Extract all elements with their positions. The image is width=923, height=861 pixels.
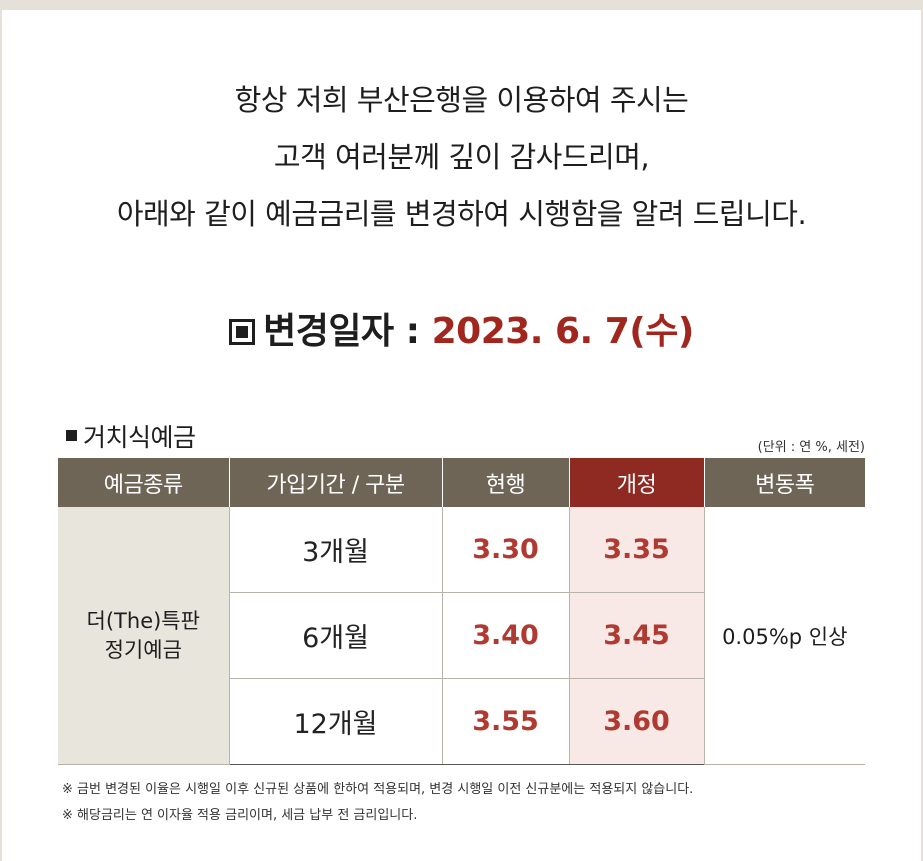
current-rate-cell: 3.30 [442, 507, 570, 593]
change-date-value: 2023. 6. 7(수) [431, 311, 695, 352]
unit-note: (단위 : 연 %, 세전) [757, 440, 865, 455]
header-period: 가입기간 / 구분 [229, 458, 443, 507]
header-current: 현행 [442, 458, 570, 507]
intro-line-2: 고객 여러분께 깊이 감사드리며, [273, 140, 650, 174]
section-title-text: 거치식예금 [83, 423, 196, 452]
header-revised: 개정 [569, 458, 705, 507]
header-kind: 예금종류 [58, 458, 230, 507]
footnote-2: ※ 해당금리는 연 이자율 적용 금리이며, 세금 납부 전 금리입니다. [62, 808, 418, 823]
intro-message: 항상 저희 부산은행을 이용하여 주시는 고객 여러분께 깊이 감사드리며, 아… [0, 72, 923, 243]
change-date: 변경일자 : 2023. 6. 7(수) [0, 302, 923, 354]
change-cell: 0.05%p 인상 [704, 507, 865, 765]
change-date-label: 변경일자 : [263, 311, 432, 352]
revised-rate-cell: 3.45 [569, 592, 705, 679]
period-cell: 3개월 [229, 507, 443, 593]
product-name-cell: 더(The)특판 정기예금 [58, 507, 230, 765]
product-name-line-2: 정기예금 [104, 637, 182, 662]
revised-rate-cell: 3.35 [569, 507, 705, 593]
table-row: 더(The)특판 정기예금 3개월 3.30 3.35 0.05%p 인상 [58, 507, 865, 765]
footnote-1: ※ 금번 변경된 이율은 시행일 이후 신규된 상품에 한하여 적용되며, 변경… [62, 782, 694, 797]
footnotes: ※ 금번 변경된 이율은 시행일 이후 신규된 상품에 한하여 적용되며, 변경… [62, 777, 693, 829]
section-title: 거치식예금 [66, 418, 196, 454]
product-name-line-1: 더(The)특판 [86, 608, 200, 633]
header-change: 변동폭 [704, 458, 865, 507]
table-header-row: 예금종류 가입기간 / 구분 현행 개정 변동폭 [58, 458, 865, 507]
period-cell: 12개월 [229, 678, 443, 765]
intro-line-3: 아래와 같이 예금금리를 변경하여 시행함을 알려 드립니다. [116, 197, 807, 231]
square-bullet-icon [66, 430, 77, 441]
table-row: 6개월 3.40 3.45 [58, 592, 865, 679]
rate-table: 예금종류 가입기간 / 구분 현행 개정 변동폭 더(The)특판 정기예금 3… [58, 458, 865, 765]
current-rate-cell: 3.55 [442, 678, 570, 765]
current-rate-cell: 3.40 [442, 592, 570, 679]
square-box-icon [229, 319, 256, 345]
intro-line-1: 항상 저희 부산은행을 이용하여 주시는 [234, 83, 689, 117]
period-cell: 6개월 [229, 592, 443, 679]
revised-rate-cell: 3.60 [569, 678, 705, 765]
table-row: 12개월 3.55 3.60 [58, 678, 865, 765]
